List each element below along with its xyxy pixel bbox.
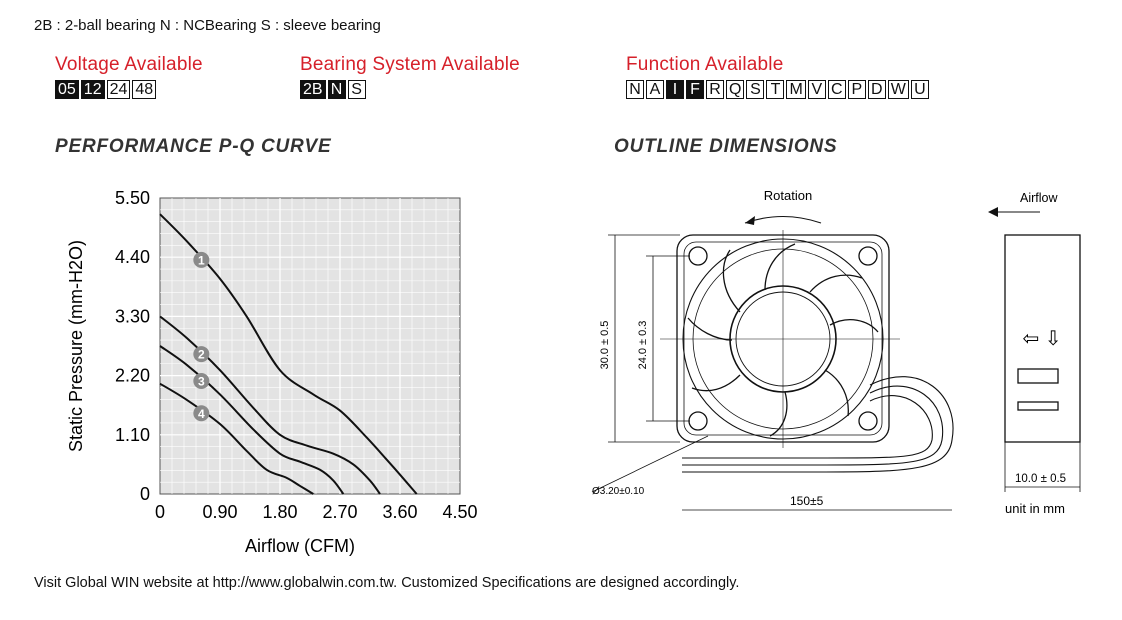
unit-label: unit in mm: [1005, 501, 1065, 516]
voltage-code-05: 05: [55, 80, 79, 99]
outline-drawing: Rotation 30.0 ± 0.5 24.0 ± 0.3 Ø3.20±0.1…: [591, 188, 1081, 516]
voltage-codes: 05 12 24 48: [55, 80, 158, 99]
dimension-lines: [608, 234, 690, 443]
x-axis-label: Airflow (CFM): [245, 536, 355, 556]
function-code-d: D: [867, 80, 886, 99]
hole-dimension: Ø3.20±0.10: [592, 486, 645, 497]
bearing-code-2b: 2B: [300, 80, 326, 99]
curve-3: [159, 345, 345, 495]
x-tick-label: 4.50: [442, 502, 477, 522]
function-code-q: Q: [726, 80, 745, 99]
voltage-code-48: 48: [132, 80, 157, 99]
y-tick-label: 3.30: [115, 306, 150, 326]
x-tick-label: 0: [155, 502, 165, 522]
pq-curve-heading: PERFORMANCE P-Q CURVE: [55, 136, 332, 157]
rotation-arrow: Rotation: [744, 188, 822, 225]
curve-marker-4: [193, 405, 210, 422]
fan-side-view: [1004, 234, 1081, 443]
x-tick-label: 2.70: [322, 502, 357, 522]
voltage-code-24: 24: [106, 80, 131, 99]
voltage-code-12: 12: [80, 80, 105, 99]
function-code-a: A: [646, 80, 664, 99]
curve-marker-label: 1: [198, 253, 205, 267]
bearing-code-n: N: [327, 80, 346, 99]
function-code-u: U: [910, 80, 929, 99]
bearing-code-s: S: [347, 80, 366, 99]
function-code-v: V: [807, 80, 826, 99]
function-code-c: C: [827, 80, 846, 99]
inner-dimension: 24.0 ± 0.3: [637, 321, 649, 370]
cable: [682, 376, 954, 473]
fan-front-view: [660, 230, 900, 448]
curve-marker-label: 2: [198, 348, 205, 362]
y-tick-label: 2.20: [115, 366, 150, 386]
plot-area: [159, 197, 461, 495]
function-code-r: R: [706, 80, 724, 99]
function-code-f: F: [686, 80, 704, 99]
voltage-title: Voltage Available: [55, 54, 203, 75]
function-code-s: S: [746, 80, 765, 99]
function-code-p: P: [847, 80, 866, 99]
hole-leader: [591, 435, 709, 493]
function-title: Function Available: [626, 54, 784, 75]
pq-chart: 0 0.90 1.80 2.70 3.60 4.50 0 1.10 2.20 3.30 4.40 5.…: [66, 188, 478, 556]
function-code-n: N: [626, 80, 644, 99]
y-axis-label: Static Pressure (mm-H2O): [66, 240, 86, 452]
curve-marker-3: [193, 372, 210, 389]
footer-note: Visit Global WIN website at http://www.g…: [34, 575, 740, 591]
function-code-m: M: [786, 80, 806, 99]
x-tick-label: 1.80: [262, 502, 297, 522]
outer-dimension: 30.0 ± 0.5: [599, 321, 611, 370]
bearing-codes: 2B N S: [300, 80, 368, 99]
x-tick-label: 0.90: [202, 502, 237, 522]
y-tick-label: 5.50: [115, 188, 150, 208]
y-tick-label: 0: [140, 484, 150, 504]
y-tick-label: 1.10: [115, 425, 150, 445]
x-tick-label: 3.60: [382, 502, 417, 522]
curve-marker-1: [193, 251, 210, 268]
airflow-label: Airflow: [1020, 191, 1058, 205]
curve-marker-label: 4: [198, 407, 205, 421]
thickness-dimension: 10.0 ± 0.5: [1015, 473, 1066, 485]
rotation-label: Rotation: [764, 188, 812, 203]
y-tick-label: 4.40: [115, 247, 150, 267]
airflow-arrow-head: [988, 207, 998, 217]
curve-4: [159, 382, 314, 495]
function-code-t: T: [766, 80, 785, 99]
outline-heading: OUTLINE DIMENSIONS: [614, 136, 838, 157]
curve-marker-2: [193, 346, 210, 363]
curve-marker-label: 3: [198, 374, 205, 388]
function-code-i: I: [666, 80, 684, 99]
function-code-w: W: [887, 80, 909, 99]
bearing-title: Bearing System Available: [300, 54, 520, 75]
bearing-legend: 2B : 2-ball bearing N : NCBearing S : sl…: [34, 17, 381, 34]
cable-length: 150±5: [790, 494, 824, 508]
airflow-direction-icons: ⇦ ⇩: [1022, 328, 1061, 350]
